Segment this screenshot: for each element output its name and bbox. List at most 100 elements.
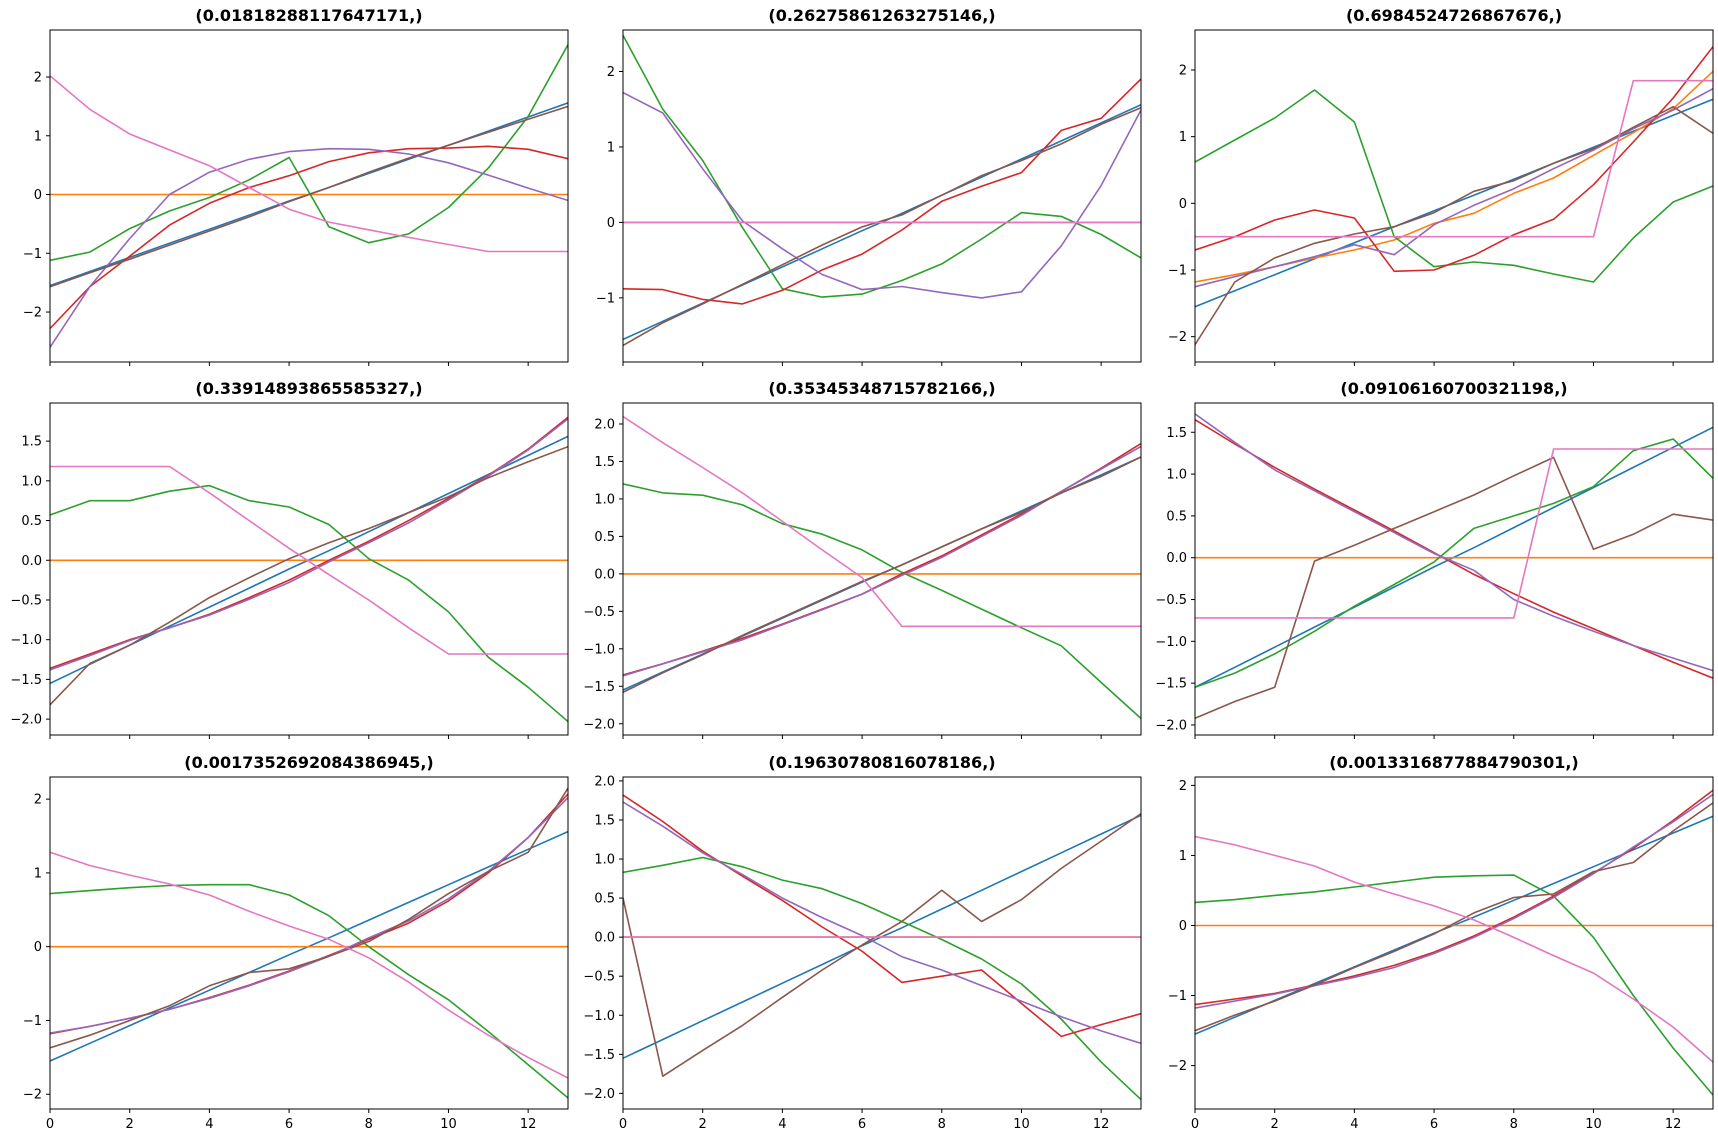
y-tick-label: 0.5 [594, 530, 615, 545]
x-tick-label: 10 [440, 1117, 457, 1132]
series-line-7 [1195, 79, 1713, 238]
series-line-5 [50, 147, 568, 348]
subplot-6: (0.09106160700321198,) −2.0 −1.5 −1.0 −0.5 0.… [1155, 379, 1714, 739]
y-tick-label: 0.0 [1166, 551, 1187, 566]
subplot-5: (0.35345348715782166,) −2.0 −1.5 −1.0 −0.5 0.… [583, 379, 1142, 739]
y-tick-label: −0.5 [583, 605, 615, 620]
subplot-4: (0.33914893865585327,) −2.0 −1.5 −1.0 −0.5 0.… [10, 379, 569, 739]
series-line-6 [50, 105, 568, 288]
y-tick-label: −1 [23, 1014, 42, 1029]
y-tick-label: 2 [34, 793, 42, 808]
y-tick-label: 2.0 [594, 774, 615, 789]
series-line-4 [1195, 419, 1713, 679]
series-line-5 [1195, 793, 1713, 1009]
x-tick-label: 6 [1430, 1117, 1438, 1132]
plot-frame [1194, 776, 1714, 1110]
x-tick-label: 0 [619, 1117, 627, 1132]
series-line-7 [623, 415, 1141, 628]
series-line-3 [1195, 874, 1713, 1096]
y-tick-label: −1 [23, 247, 42, 262]
x-tick-label: 4 [1350, 1117, 1358, 1132]
series-line-4 [50, 416, 568, 670]
series-line-5 [623, 801, 1141, 1045]
y-tick-label: 0.0 [594, 567, 615, 582]
y-tick-label: −1.5 [10, 673, 42, 688]
y-tick-label: 0.0 [21, 554, 42, 569]
series-line-5 [623, 91, 1141, 299]
plot-frame [49, 29, 569, 363]
series-line-7 [50, 851, 568, 1079]
x-tick-label: 2 [1271, 1117, 1279, 1132]
series-line-6 [50, 787, 568, 1049]
series-line-2 [1195, 70, 1713, 283]
x-tick-label: 12 [520, 1117, 537, 1132]
subplot-3: (0.6984524726867676,) −2 −1 0 1 2 [1168, 6, 1714, 366]
y-tick-label: 2 [1179, 779, 1187, 794]
y-tick-label: 1 [34, 866, 42, 881]
y-tick-label: 1 [1179, 130, 1187, 145]
y-tick-label: −1.0 [583, 642, 615, 657]
x-tick-label: 0 [1191, 1117, 1199, 1132]
y-tick-label: −0.5 [10, 593, 42, 608]
y-tick-label: 0.5 [594, 892, 615, 907]
series-line-3 [623, 483, 1141, 720]
y-tick-label: 2 [607, 65, 615, 80]
y-tick-label: −2.0 [1155, 718, 1187, 733]
y-tick-label: 1.5 [21, 435, 42, 450]
series-line-6 [623, 813, 1141, 1077]
subplot-title: (0.19630780816078186,) [768, 753, 995, 772]
y-tick-label: −2 [23, 306, 42, 321]
y-tick-label: −2.0 [583, 717, 615, 732]
plot-frame [49, 402, 569, 736]
y-tick-label: 1.0 [594, 492, 615, 507]
y-tick-label: 0 [34, 188, 42, 203]
subplot-title: (0.0017352692084386945,) [184, 753, 433, 772]
x-tick-label: 8 [938, 1117, 946, 1132]
y-tick-label: 1.0 [1166, 468, 1187, 483]
y-tick-label: −1.0 [583, 1009, 615, 1024]
y-tick-label: 1.0 [21, 474, 42, 489]
series-line-6 [623, 456, 1141, 694]
y-tick-label: 1 [1179, 849, 1187, 864]
series-line-4 [1195, 46, 1713, 273]
series-line-6 [1195, 456, 1713, 720]
y-tick-label: −2 [23, 1088, 42, 1103]
x-tick-label: 12 [1665, 1117, 1682, 1132]
y-tick-label: 0.0 [594, 931, 615, 946]
subplot-2: (0.26275861263275146,) −1 0 1 2 [596, 6, 1142, 366]
subplot-title: (0.26275861263275146,) [768, 6, 995, 25]
series-line-7 [50, 75, 568, 253]
series-line-6 [50, 445, 568, 706]
series-line-4 [623, 794, 1141, 1038]
y-tick-label: 0 [1179, 197, 1187, 212]
y-tick-label: −0.5 [583, 970, 615, 985]
series-line-3 [50, 883, 568, 1099]
series-line-4 [50, 793, 568, 1035]
series-line-3 [50, 484, 568, 723]
y-tick-label: 1 [607, 140, 615, 155]
series-line-5 [1195, 87, 1713, 288]
y-tick-label: 2 [34, 71, 42, 86]
series-line-5 [1195, 413, 1713, 672]
x-tick-label: 10 [1585, 1117, 1602, 1132]
x-tick-label: 6 [285, 1117, 293, 1132]
subplot-title: (0.33914893865585327,) [195, 379, 422, 398]
series-line-4 [623, 78, 1141, 305]
series-line-7 [50, 465, 568, 655]
plot-frame [622, 402, 1142, 736]
series-line-6 [1195, 802, 1713, 1032]
series-line-5 [50, 797, 568, 1034]
plot-frame [1194, 402, 1714, 736]
x-tick-label: 8 [365, 1117, 373, 1132]
y-tick-label: 0.5 [21, 514, 42, 529]
plot-frame [622, 29, 1142, 363]
subplot-title: (0.35345348715782166,) [768, 379, 995, 398]
x-tick-label: 6 [858, 1117, 866, 1132]
series-line-3 [1195, 89, 1713, 283]
plot-frame [1194, 29, 1714, 363]
subplot-8: (0.19630780816078186,) −2.0 −1.5 −1.0 −0.5 0.… [583, 753, 1142, 1132]
y-tick-label: 0.5 [1166, 509, 1187, 524]
y-tick-label: −1 [1168, 264, 1187, 279]
